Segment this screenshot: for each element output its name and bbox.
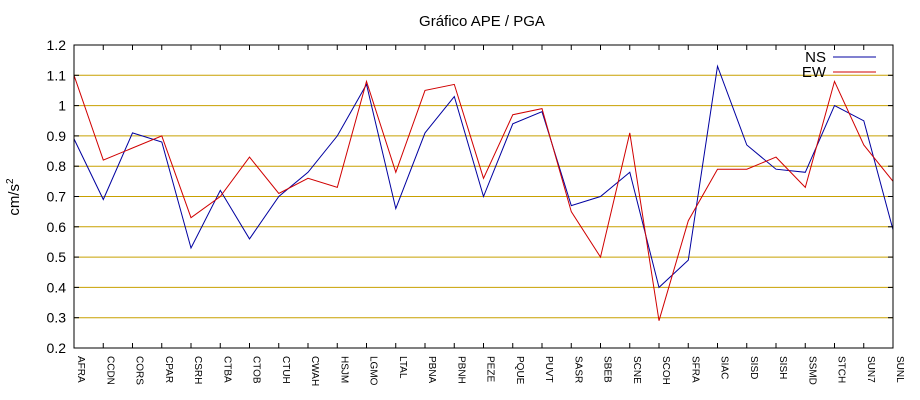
x-tick-label: STCH [836,356,847,383]
x-tick-label: CTOB [251,356,262,384]
x-tick-label: SFRA [689,356,700,383]
x-tick-label: SCOH [660,356,671,385]
x-tick-label: CTUH [280,356,291,384]
y-tick-label: 0.7 [47,189,67,205]
x-tick-label: AFRA [75,356,86,383]
y-tick-label: 0.8 [47,158,67,174]
chart-title: Gráfico APE / PGA [419,13,545,30]
y-axis-label-exponent: 2 [5,178,16,184]
x-tick-label: LTAL [397,356,408,379]
y-tick-label: 0.2 [47,340,67,356]
x-tick-label: CTBA [221,356,232,383]
x-tick-label: SIAC [719,356,730,379]
x-tick-label: CPAR [163,356,174,383]
x-tick-label: PBNA [426,356,437,384]
series-line-ew [73,75,894,321]
y-axis: 0.2 0.3 0.4 0.5 0.6 0.7 0.8 0.9 1 1.1 1.2 [47,37,893,356]
x-tick-label: CORS [134,356,145,385]
x-tick-label: CCDN [104,356,115,385]
x-tick-label: PEZE [485,356,496,382]
x-tick-label: SISH [777,356,788,379]
x-tick-label: SSMD [806,356,817,385]
x-tick-label: SBEB [602,356,613,383]
y-tick-label: 0.6 [47,219,67,235]
x-tick-label: SISD [748,356,759,379]
x-tick-label: PUVT [543,356,554,383]
y-axis-label-unit: cm/s [6,184,23,216]
x-tick-label: SUNL [894,356,905,383]
x-tick-label: CWAH [309,356,320,386]
legend-label-ew: EW [802,64,827,81]
x-tick-label: SCNE [631,356,642,384]
x-tick-label: HSJM [338,356,349,383]
x-axis: AFRA CCDN CORS CPAR CSRH CTBA CTOB CTUH CWAH HSJM… [73,45,905,386]
y-tick-label: 0.9 [47,128,67,144]
y-tick-label: 1.1 [47,67,67,83]
y-tick-label: 0.4 [47,279,67,295]
x-tick-label: LGMO [368,356,379,386]
x-tick-label: SASR [572,356,583,383]
y-tick-label: 1.2 [47,37,67,53]
x-tick-label: CSRH [192,356,203,384]
y-tick-label: 1 [58,98,66,114]
legend-label-ns: NS [805,49,826,66]
y-tick-label: 0.5 [47,249,67,265]
y-axis-label: cm/s2 [5,178,23,216]
series-line-ns [73,64,894,289]
series-layer [73,64,894,321]
y-tick-label: 0.3 [47,310,67,326]
x-tick-label: PQUE [514,356,525,385]
x-tick-label: PBNH [455,356,466,384]
x-tick-label: SUN7 [865,356,876,383]
